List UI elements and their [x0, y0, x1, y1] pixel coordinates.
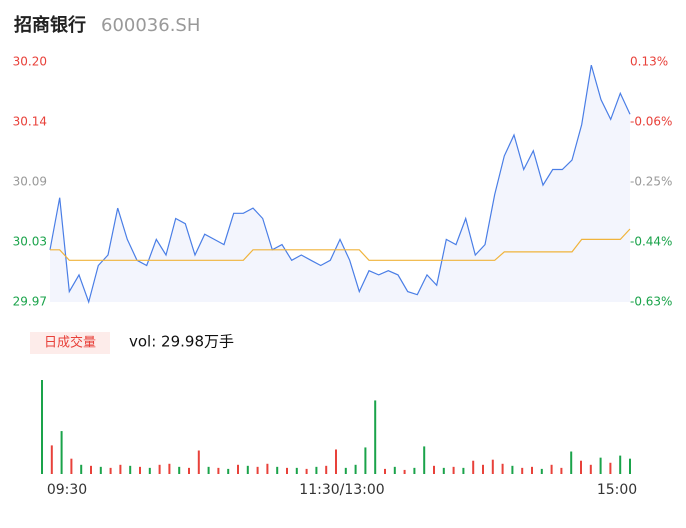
- volume-bar: [403, 469, 406, 474]
- volume-bar: [580, 460, 582, 474]
- x-tick-label: 15:00: [597, 482, 637, 498]
- price-line: [49, 64, 631, 305]
- y-tick-label: 30.14: [13, 115, 47, 129]
- volume-bar: [521, 467, 524, 474]
- volume-bar: [139, 466, 141, 474]
- volume-bar: [70, 458, 73, 474]
- y-tick-label: 30.03: [13, 235, 47, 249]
- volume-bar: [609, 462, 612, 474]
- volume-bar: [188, 467, 190, 474]
- x-tick-label: 11:30/13:00: [299, 482, 384, 498]
- volume-bar: [286, 467, 288, 474]
- y-tick-label: 30.09: [13, 175, 47, 189]
- volume-bar: [550, 464, 553, 474]
- y-tick-label: 30.20: [13, 55, 47, 69]
- volume-bar: [90, 465, 92, 474]
- volume-bar: [482, 464, 484, 474]
- volume-bar: [178, 466, 181, 474]
- y2-tick-label: -0.63%: [630, 295, 672, 309]
- volume-bar: [237, 464, 239, 474]
- y-tick-label: 29.97: [13, 295, 47, 309]
- volume-bar: [295, 467, 298, 474]
- x-tick-label: 09:30: [47, 482, 87, 498]
- volume-bar: [413, 467, 416, 474]
- volume-bar: [207, 466, 210, 474]
- volume-bar: [393, 466, 396, 474]
- chart-title: 招商银行: [14, 14, 86, 36]
- y2-tick-label: -0.44%: [630, 235, 672, 249]
- volume-bar: [540, 468, 543, 474]
- price-area: [50, 65, 630, 302]
- avg-line: [50, 228, 631, 261]
- volume-bar: [50, 445, 53, 474]
- volume-bar: [491, 459, 494, 474]
- volume-bar: [119, 464, 122, 474]
- volume-bar: [325, 465, 328, 474]
- volume-bar: [246, 465, 249, 474]
- volume-bar: [129, 465, 132, 474]
- volume-bar: [629, 458, 631, 474]
- volume-bar: [589, 464, 592, 474]
- volume-bar: [452, 466, 455, 474]
- volume-bar: [472, 460, 475, 474]
- volume-bar: [560, 467, 563, 474]
- volume-bar: [570, 451, 573, 474]
- volume-bar: [335, 449, 337, 474]
- volume-bar: [462, 467, 465, 474]
- volume-bar: [256, 466, 259, 474]
- volume-bar: [158, 464, 161, 474]
- volume-title: 日成交量: [44, 335, 96, 351]
- chart-subtitle: 600036.SH: [101, 15, 200, 36]
- volume-bar: [227, 468, 230, 474]
- volume-bar: [384, 468, 386, 474]
- y2-tick-label: -0.25%: [630, 175, 672, 189]
- volume-bar: [99, 466, 102, 474]
- volume-bar: [374, 400, 377, 474]
- volume-bar: [148, 467, 151, 474]
- volume-bar: [531, 466, 533, 474]
- volume-annotation: vol: 29.98万手: [129, 333, 234, 351]
- volume-bar: [442, 467, 445, 474]
- volume-bar: [619, 455, 622, 474]
- volume-bar: [217, 467, 220, 474]
- volume-bar: [41, 380, 43, 474]
- volume-bar: [511, 465, 514, 474]
- volume-bar: [80, 464, 83, 474]
- volume-bar: [276, 466, 279, 474]
- volume-bar: [599, 457, 602, 474]
- volume-bar: [168, 463, 171, 474]
- volume-bar: [423, 446, 426, 474]
- volume-bar: [109, 467, 112, 474]
- volume-bar: [344, 467, 347, 474]
- volume-bar: [354, 464, 357, 474]
- volume-bar: [305, 468, 308, 474]
- volume-bar: [197, 450, 200, 474]
- volume-bar: [433, 465, 435, 474]
- y2-tick-label: -0.06%: [630, 115, 672, 129]
- volume-bar: [501, 463, 504, 474]
- volume-bar: [364, 447, 367, 474]
- volume-bar: [60, 431, 63, 474]
- volume-bar: [315, 466, 318, 474]
- volume-bar: [266, 463, 269, 474]
- y2-tick-label: 0.13%: [630, 55, 668, 69]
- volume-label-box: [30, 332, 110, 354]
